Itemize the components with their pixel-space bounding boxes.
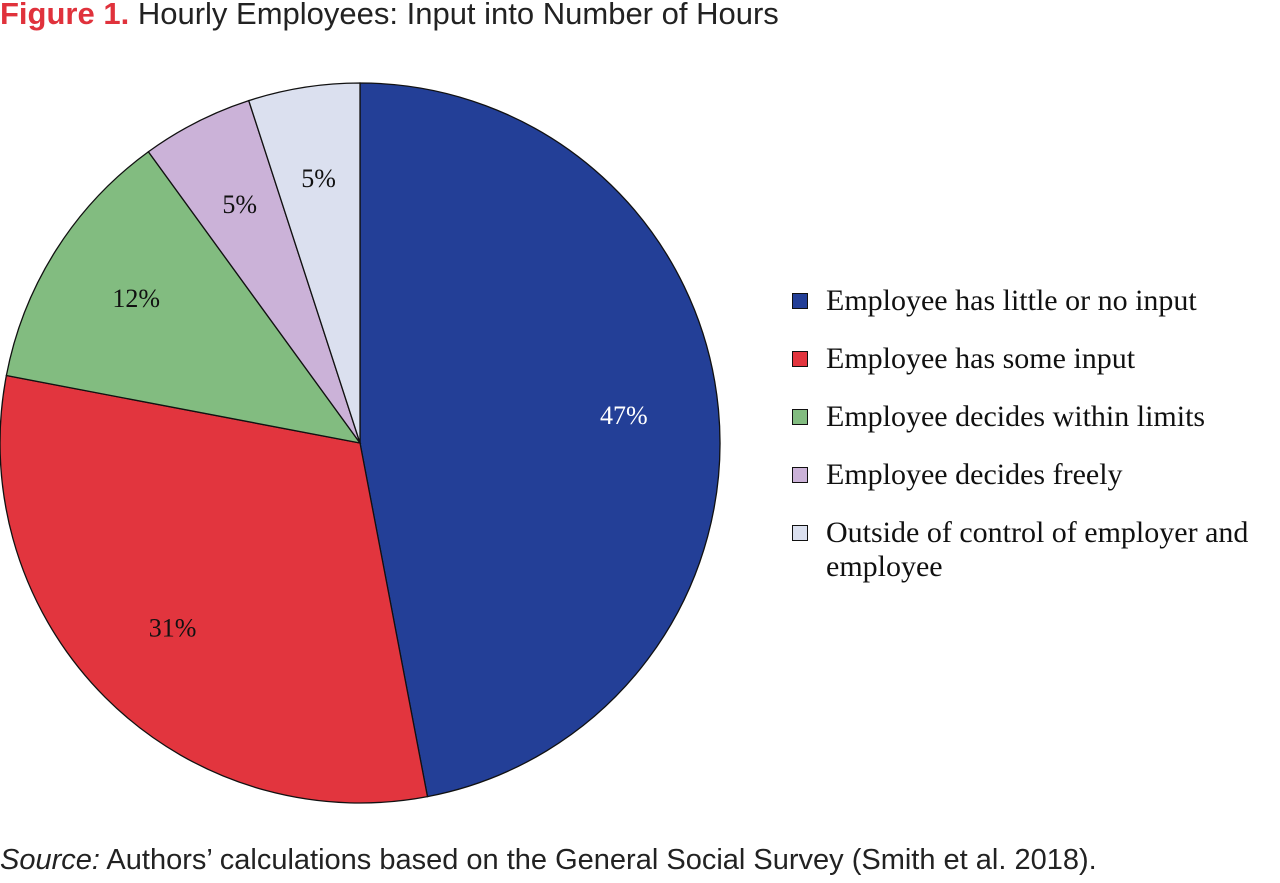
source-note: Source: Authors’ calculations based on t… — [0, 844, 1097, 877]
source-label: Source: — [0, 844, 100, 876]
title-text: Hourly Employees: Input into Number of H… — [137, 0, 779, 31]
legend-label: Outside of control of employer and emplo… — [826, 516, 1249, 583]
pie-slice — [0, 374, 429, 804]
legend-label: Employee decides freely — [826, 458, 1123, 491]
slice-label: 47% — [600, 401, 648, 430]
legend-swatch — [792, 351, 808, 367]
pie-chart: 47% 31% 12% 5% 5% — [0, 82, 721, 804]
figure-label: Figure 1. — [0, 0, 130, 31]
slice-label: 31% — [149, 613, 197, 642]
slice-label: 12% — [112, 284, 160, 313]
legend-label: Employee decides within limits — [826, 400, 1206, 433]
legend-swatch — [792, 467, 808, 483]
legend-item: Employee has little or no input — [792, 284, 1280, 318]
slice-label: 5% — [222, 190, 257, 219]
legend-item: Employee decides freely — [792, 458, 1280, 492]
legend: Employee has little or no input Employee … — [792, 284, 1280, 608]
legend-label: Employee has some input — [826, 342, 1136, 375]
slice-label: 5% — [301, 164, 336, 193]
chart-title: Figure 1. Hourly Employees: Input into N… — [0, 0, 779, 32]
legend-swatch — [792, 293, 808, 309]
pie-slice — [5, 150, 362, 444]
legend-item: Employee has some input — [792, 342, 1280, 376]
legend-label: Employee has little or no input — [826, 284, 1197, 317]
legend-swatch — [792, 409, 808, 425]
legend-item: Employee decides within limits — [792, 400, 1280, 434]
source-text: Authors’ calculations based on the Gener… — [99, 844, 1097, 876]
legend-item: Outside of control of employer and emplo… — [792, 516, 1280, 584]
pie-slice — [247, 82, 361, 444]
legend-swatch — [792, 525, 808, 541]
pie-slice — [359, 82, 721, 798]
